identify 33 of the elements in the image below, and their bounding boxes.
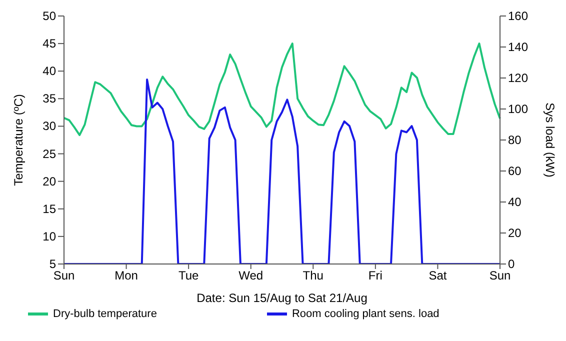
x-axis-title: Date: Sun 15/Aug to Sat 21/Aug xyxy=(196,291,368,305)
y-tick-label: 25 xyxy=(42,146,56,161)
y-axis-title: Temperature (ºC) xyxy=(11,94,26,186)
legend-label: Dry-bulb temperature xyxy=(53,308,157,320)
x-tick-label: Sun xyxy=(53,268,75,283)
y-tick-label: 45 xyxy=(42,36,56,51)
y-tick-label: 30 xyxy=(42,119,56,134)
y2-tick-label: 120 xyxy=(508,71,528,85)
y2-tick-label: 0 xyxy=(508,257,515,271)
line-series xyxy=(63,42,501,136)
y2-tick-label: 160 xyxy=(508,9,528,23)
y-tick-label: 5 xyxy=(49,257,56,271)
y-tick-label: 20 xyxy=(42,174,56,188)
y-tick-label: 15 xyxy=(42,202,56,216)
y2-tick-label: 140 xyxy=(508,40,528,54)
x-tick-label: Fri xyxy=(368,268,382,283)
x-tick-label: Mon xyxy=(114,268,138,283)
x-tick-label: Sun xyxy=(489,268,511,283)
y-tick-label: 50 xyxy=(42,9,56,23)
y2-tick-label: 80 xyxy=(508,133,522,147)
x-tick-label: Sat xyxy=(428,268,448,283)
y-tick-label: 10 xyxy=(42,229,56,244)
y-tick-label: 40 xyxy=(42,64,56,78)
y2-tick-label: 60 xyxy=(508,164,522,178)
y-tick-label: 35 xyxy=(42,92,56,106)
legend-label: Room cooling plant sens. load xyxy=(292,308,440,320)
y2-tick-label: 20 xyxy=(508,226,522,240)
y2-axis-title: Sys load (kW) xyxy=(542,102,557,178)
x-tick-label: Thu xyxy=(302,268,324,283)
y2-tick-label: 40 xyxy=(508,195,522,209)
x-tick-label: Tue xyxy=(178,268,200,283)
x-tick-label: Wed xyxy=(238,268,264,283)
y2-tick-label: 100 xyxy=(508,102,528,116)
